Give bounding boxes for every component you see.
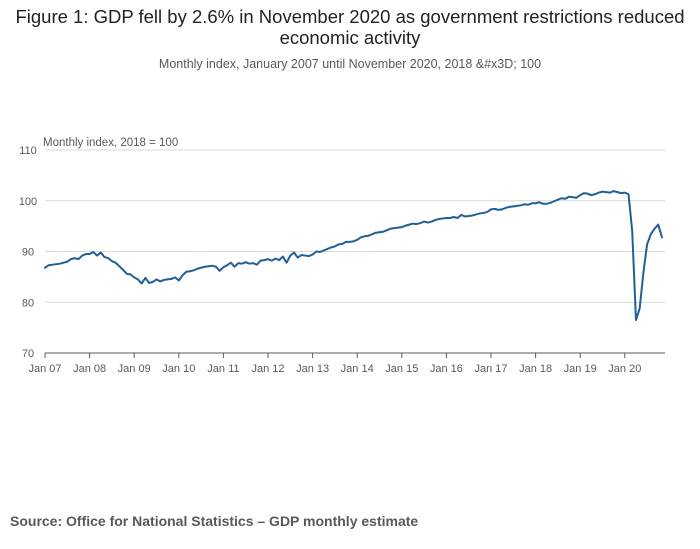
gridlines xyxy=(45,149,665,303)
x-tick-label: Jan 15 xyxy=(385,363,418,375)
x-tick-label: Jan 17 xyxy=(474,363,507,375)
source-note: Source: Office for National Statistics –… xyxy=(10,513,419,529)
x-tick-label: Jan 16 xyxy=(430,363,463,375)
x-tick-label: Jan 20 xyxy=(608,363,641,375)
y-tick-label-90: 90 xyxy=(22,247,34,259)
x-tick-label: Jan 07 xyxy=(28,363,61,375)
series-group xyxy=(44,190,663,322)
x-tick-label: Jan 08 xyxy=(73,363,106,375)
y-tick-label-70: 70 xyxy=(22,348,34,360)
x-tick-label: Jan 12 xyxy=(251,363,284,375)
y-tick-label-100: 100 xyxy=(19,196,37,208)
x-axis: Jan 07 Jan 08 Jan 09 Jan 10 Jan 11 Jan 12 Jan … xyxy=(28,352,665,375)
x-tick-label: Jan 09 xyxy=(118,363,151,375)
y-axis-ticks: 70 80 90 100 110 xyxy=(19,145,37,360)
x-tick-label: Jan 13 xyxy=(296,363,329,375)
x-tick-label: Jan 14 xyxy=(341,363,374,375)
x-tick-label: Jan 18 xyxy=(519,363,552,375)
chart-title: Figure 1: GDP fell by 2.6% in November 2… xyxy=(15,6,685,48)
chart-subtitle: Monthly index, January 2007 until Novemb… xyxy=(158,57,542,71)
y-tick-label-110: 110 xyxy=(19,145,37,157)
x-tick-label: Jan 11 xyxy=(207,363,239,375)
x-tick-label: Jan 19 xyxy=(564,363,597,375)
y-axis-label: Monthly index, 2018 = 100 xyxy=(43,137,178,149)
x-tick-label: Jan 10 xyxy=(162,363,195,375)
series-line xyxy=(44,190,663,322)
y-tick-label-80: 80 xyxy=(22,297,34,309)
